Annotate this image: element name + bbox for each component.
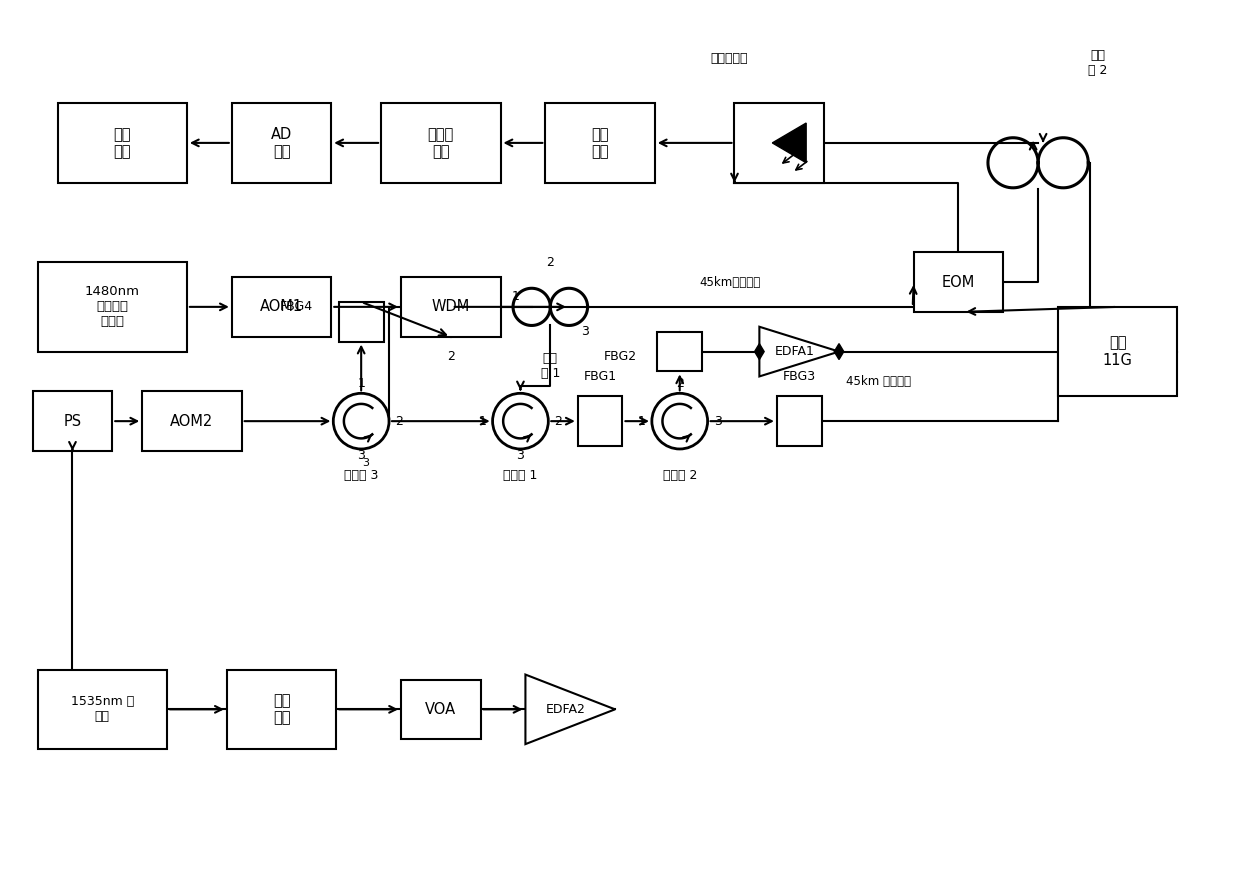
Text: FBG1: FBG1 — [584, 370, 616, 383]
Bar — [578, 396, 622, 446]
Text: VOA: VOA — [425, 702, 456, 717]
Text: FBG2: FBG2 — [604, 350, 636, 363]
Text: AD
采集: AD 采集 — [270, 127, 293, 159]
Bar — [381, 103, 501, 183]
Bar — [339, 302, 383, 341]
Text: 2: 2 — [446, 350, 455, 363]
Bar — [143, 391, 242, 451]
Bar — [776, 396, 822, 446]
Text: 2: 2 — [676, 377, 683, 390]
Text: AOM1: AOM1 — [260, 299, 303, 315]
Polygon shape — [759, 327, 839, 376]
Bar — [232, 103, 331, 183]
Text: EDFA2: EDFA2 — [546, 703, 585, 715]
Bar — [227, 670, 336, 749]
Text: 3: 3 — [362, 458, 370, 468]
Text: 1: 1 — [637, 414, 646, 428]
Text: 3: 3 — [714, 414, 722, 428]
Text: 频移
11G: 频移 11G — [1102, 335, 1132, 368]
Text: FBG3: FBG3 — [782, 370, 816, 383]
Text: PS: PS — [63, 413, 82, 429]
Text: 2: 2 — [554, 414, 562, 428]
Text: 显示
界面: 显示 界面 — [114, 127, 131, 159]
Text: 2: 2 — [396, 414, 403, 428]
Text: 耦合
器 1: 耦合 器 1 — [541, 353, 560, 380]
Bar — [1058, 307, 1178, 396]
Text: WDM: WDM — [432, 299, 470, 315]
Text: 环形器 1: 环形器 1 — [503, 470, 538, 482]
Text: 2: 2 — [547, 256, 554, 269]
Text: 1535nm 探
测光: 1535nm 探 测光 — [71, 695, 134, 723]
Bar — [401, 277, 501, 337]
Text: 1: 1 — [479, 414, 486, 428]
Text: 环形器 2: 环形器 2 — [662, 470, 697, 482]
Polygon shape — [773, 123, 806, 163]
Bar — [57, 103, 187, 183]
Bar — [657, 331, 702, 372]
Bar — [914, 252, 1003, 312]
Bar — [401, 680, 481, 740]
Text: FBG4: FBG4 — [280, 300, 312, 314]
Polygon shape — [835, 344, 843, 360]
Bar — [37, 262, 187, 352]
Text: 3: 3 — [357, 449, 365, 462]
Bar — [546, 103, 655, 183]
Text: 耦合
器 2: 耦合 器 2 — [1089, 49, 1107, 78]
Bar — [734, 103, 825, 183]
Text: EDFA1: EDFA1 — [774, 345, 815, 358]
Polygon shape — [526, 674, 615, 744]
Text: 混频
滤波: 混频 滤波 — [591, 127, 609, 159]
Text: 3: 3 — [517, 449, 525, 462]
Text: 1: 1 — [512, 290, 520, 304]
Bar — [232, 277, 331, 337]
Text: 45km传感光纤: 45km传感光纤 — [699, 275, 760, 289]
Text: 1: 1 — [357, 377, 365, 390]
Text: 45km 传感光纤: 45km 传感光纤 — [847, 375, 911, 388]
Text: 3: 3 — [582, 325, 589, 339]
Text: EOM: EOM — [942, 274, 975, 290]
Text: 频谱分
析仪: 频谱分 析仪 — [428, 127, 454, 159]
Text: AOM2: AOM2 — [170, 413, 213, 429]
Text: 光隔
离器: 光隔 离器 — [273, 693, 290, 725]
Text: 1480nm
拉曼光纤
激光器: 1480nm 拉曼光纤 激光器 — [84, 285, 140, 329]
Bar — [32, 391, 113, 451]
Text: 光电探戠器: 光电探戠器 — [711, 52, 748, 65]
Text: 环形器 3: 环形器 3 — [343, 470, 378, 482]
Bar — [37, 670, 167, 749]
Polygon shape — [755, 344, 764, 360]
